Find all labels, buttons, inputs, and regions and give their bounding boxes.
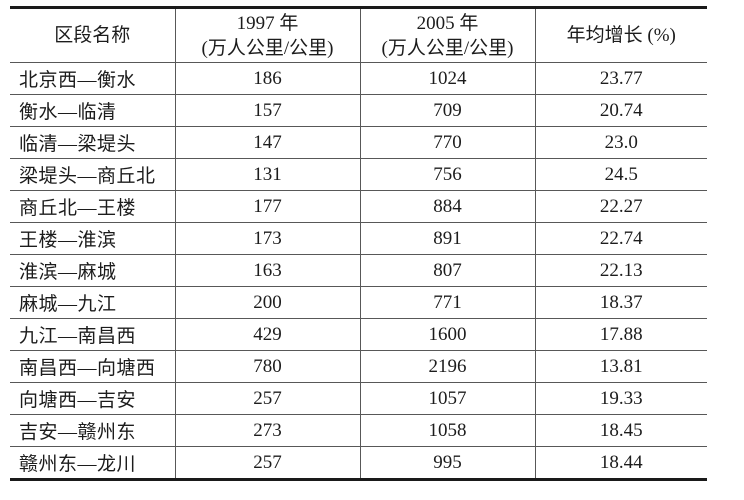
section-name-cell: 向塘西—吉安 [10, 382, 175, 415]
growth-cell: 18.44 [534, 446, 707, 480]
column-header-label: 区段名称 [54, 25, 131, 46]
value-2005-cell: 884 [359, 190, 535, 223]
growth-cell: 22.13 [534, 254, 707, 287]
table-row: 向塘西—吉安 257 1057 19.33 [10, 382, 707, 415]
table-row: 衡水—临清 157 709 20.74 [10, 94, 707, 127]
growth-cell: 24.5 [534, 158, 707, 191]
column-header-2005: 2005 年 (万人公里/公里) [359, 7, 535, 63]
table-row: 南昌西—向塘西 780 2196 13.81 [10, 350, 707, 383]
value-2005-cell: 1058 [359, 414, 535, 447]
value-1997-cell: 157 [174, 94, 360, 127]
section-name-cell: 王楼—淮滨 [10, 222, 175, 255]
section-name-cell: 吉安—赣州东 [10, 414, 175, 447]
value-2005-cell: 807 [359, 254, 535, 287]
growth-cell: 22.74 [534, 222, 707, 255]
value-2005-cell: 1600 [359, 318, 535, 351]
section-name-cell: 北京西—衡水 [10, 62, 175, 95]
growth-cell: 13.81 [534, 350, 707, 383]
table-row: 梁堤头—商丘北 131 756 24.5 [10, 158, 707, 191]
section-name-cell: 淮滨—麻城 [10, 254, 175, 287]
value-1997-cell: 163 [174, 254, 360, 287]
table-row: 九江—南昌西 429 1600 17.88 [10, 318, 707, 351]
table-row: 淮滨—麻城 163 807 22.13 [10, 254, 707, 287]
column-header-section-name: 区段名称 [10, 7, 175, 63]
section-name-cell: 梁堤头—商丘北 [10, 158, 175, 191]
value-1997-cell: 186 [174, 62, 360, 95]
value-1997-cell: 257 [174, 382, 360, 415]
column-header-1997: 1997 年 (万人公里/公里) [174, 7, 360, 63]
growth-cell: 23.77 [534, 62, 707, 95]
value-2005-cell: 771 [359, 286, 535, 319]
value-2005-cell: 1057 [359, 382, 535, 415]
value-2005-cell: 2196 [359, 350, 535, 383]
table-row: 吉安—赣州东 273 1058 18.45 [10, 414, 707, 447]
growth-cell: 18.45 [534, 414, 707, 447]
value-2005-cell: 995 [359, 446, 535, 480]
value-2005-cell: 1024 [359, 62, 535, 95]
value-2005-cell: 770 [359, 126, 535, 159]
section-name-cell: 临清—梁堤头 [10, 126, 175, 159]
value-2005-cell: 709 [359, 94, 535, 127]
table-row: 麻城—九江 200 771 18.37 [10, 286, 707, 319]
growth-cell: 17.88 [534, 318, 707, 351]
value-1997-cell: 200 [174, 286, 360, 319]
section-name-cell: 赣州东—龙川 [10, 446, 175, 480]
growth-cell: 20.74 [534, 94, 707, 127]
table-header: 区段名称 1997 年 (万人公里/公里) 2005 年 (万人公里/公里) 年… [10, 7, 707, 63]
table-row: 赣州东—龙川 257 995 18.44 [10, 446, 707, 480]
section-name-cell: 衡水—临清 [10, 94, 175, 127]
section-name-cell: 麻城—九江 [10, 286, 175, 319]
value-1997-cell: 429 [174, 318, 360, 351]
table-row: 北京西—衡水 186 1024 23.77 [10, 62, 707, 95]
table-body: 北京西—衡水 186 1024 23.77 衡水—临清 157 709 20.7… [10, 62, 707, 480]
value-1997-cell: 147 [174, 126, 360, 159]
table-row: 商丘北—王楼 177 884 22.27 [10, 190, 707, 223]
value-1997-cell: 177 [174, 190, 360, 223]
value-1997-cell: 257 [174, 446, 360, 480]
value-1997-cell: 273 [174, 414, 360, 447]
header-row: 区段名称 1997 年 (万人公里/公里) 2005 年 (万人公里/公里) 年… [10, 7, 707, 63]
table-row: 临清—梁堤头 147 770 23.0 [10, 126, 707, 159]
value-1997-cell: 780 [174, 350, 360, 383]
value-2005-cell: 891 [359, 222, 535, 255]
rail-section-table: 区段名称 1997 年 (万人公里/公里) 2005 年 (万人公里/公里) 年… [10, 6, 707, 481]
growth-cell: 18.37 [534, 286, 707, 319]
growth-cell: 22.27 [534, 190, 707, 223]
growth-cell: 23.0 [534, 126, 707, 159]
section-name-cell: 南昌西—向塘西 [10, 350, 175, 383]
value-1997-cell: 131 [174, 158, 360, 191]
column-header-year: 2005 年 [416, 12, 479, 34]
column-header-annual-growth: 年均增长 (%) [534, 7, 707, 63]
column-header-unit: (万人公里/公里) [381, 37, 514, 59]
value-1997-cell: 173 [174, 222, 360, 255]
section-name-cell: 商丘北—王楼 [10, 190, 175, 223]
value-2005-cell: 756 [359, 158, 535, 191]
column-header-year: 1997 年 [236, 12, 299, 34]
column-header-unit: (万人公里/公里) [201, 37, 334, 59]
growth-cell: 19.33 [534, 382, 707, 415]
column-header-label: 年均增长 (%) [566, 25, 676, 46]
table-row: 王楼—淮滨 173 891 22.74 [10, 222, 707, 255]
section-name-cell: 九江—南昌西 [10, 318, 175, 351]
